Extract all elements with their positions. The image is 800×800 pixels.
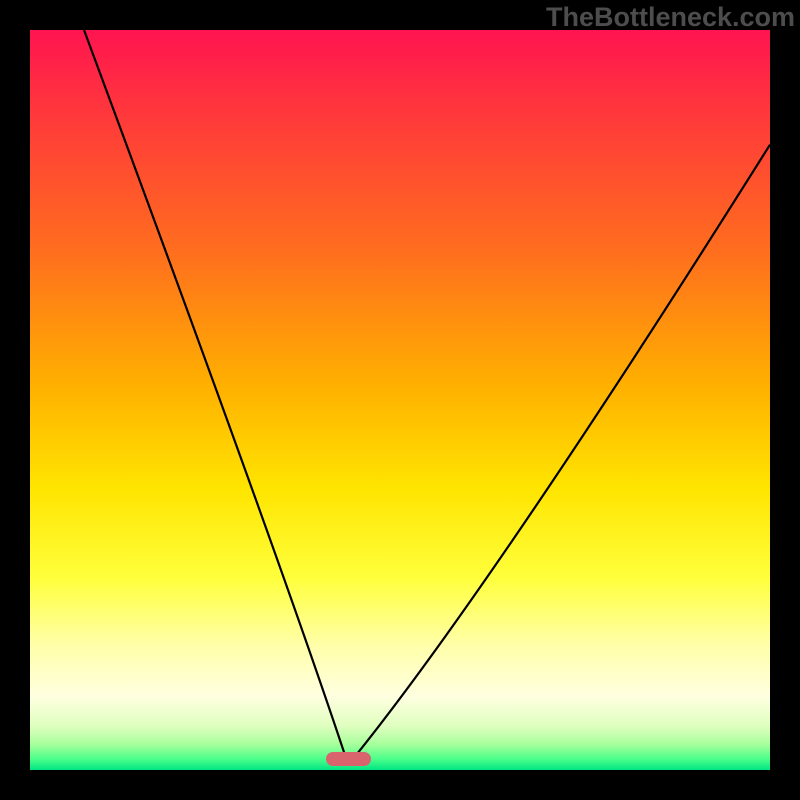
figure-canvas: TheBottleneck.com: [0, 0, 800, 800]
plot-area: [30, 30, 770, 770]
curve-left-branch: [84, 30, 348, 765]
curve-right-branch: [348, 145, 770, 765]
bottleneck-curve: [30, 30, 770, 770]
watermark-text: TheBottleneck.com: [546, 2, 795, 33]
optimal-marker: [326, 752, 371, 765]
